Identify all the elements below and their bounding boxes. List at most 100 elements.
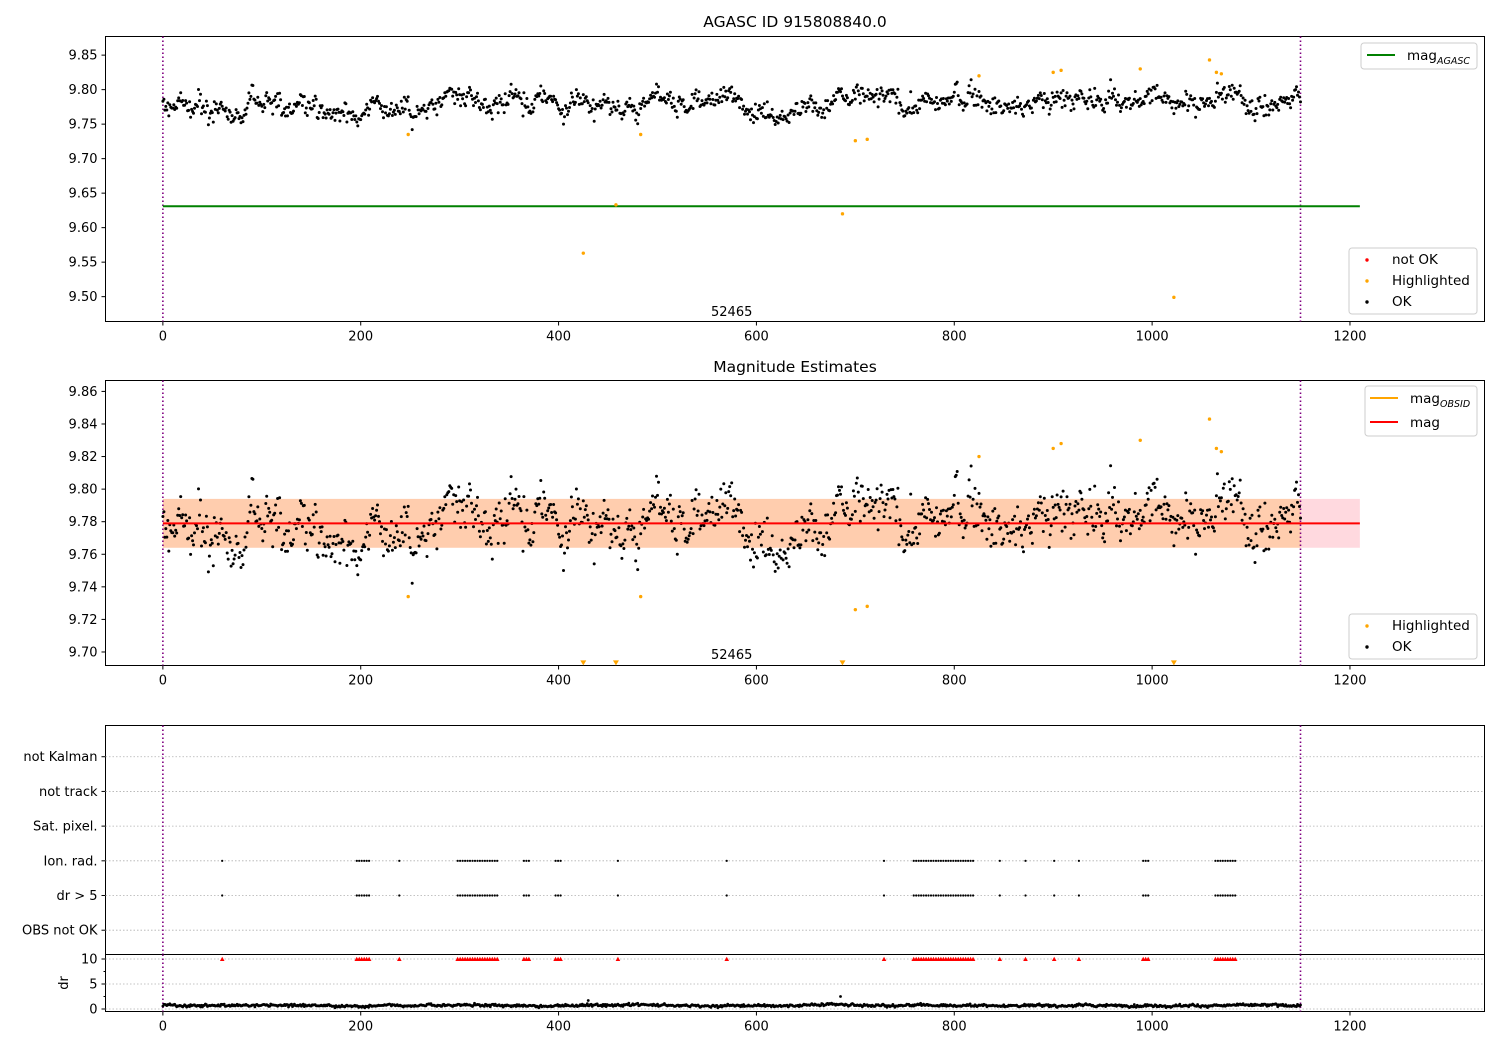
estimates-ok-point-892	[1043, 514, 1047, 517]
estimates-ok-point-906	[1057, 505, 1061, 509]
estimates-ok-point-1104	[1253, 561, 1257, 564]
estimates-ok-point-615	[769, 548, 773, 552]
agasc-ok-point-310	[468, 85, 471, 89]
agasc-ok-point-560	[715, 92, 719, 96]
agasc-ok-point-212	[371, 96, 375, 100]
estimates-ok-point-762	[915, 536, 919, 540]
estimates-ok-point-481	[637, 546, 641, 550]
estimates-ok-point-454	[610, 540, 614, 544]
estimates-ok-point-547	[702, 524, 706, 528]
agasc-ok-point-38	[199, 92, 202, 96]
flag-point-0-9-769	[922, 894, 925, 897]
estimates-ok-point-13	[174, 528, 178, 532]
agasc-ok-point-783	[936, 102, 939, 105]
agasc-ok-point-743	[896, 87, 900, 91]
agasc-legend-notok-label: not OK	[1392, 252, 1439, 268]
estimates-ok-point-540	[695, 513, 699, 517]
agasc-ytick-label-5: 9.75	[69, 118, 98, 133]
estimates-ok-point-699	[852, 494, 856, 498]
estimates-ok-point-155	[314, 510, 318, 514]
estimates-ok-point-866	[1018, 526, 1022, 530]
estimates-ok-point-234	[392, 536, 396, 540]
flag-point-0-3-323	[481, 894, 484, 897]
agasc-ok-point-682	[836, 90, 839, 94]
estimates-ok-point-272	[430, 511, 434, 515]
flag-point-0-4-365	[522, 894, 526, 897]
estimates-ok-point-1098	[1247, 543, 1251, 547]
estimates-ok-point-86	[246, 520, 250, 523]
estimates-ok-point-742	[895, 505, 899, 509]
estimates-ok-point-263	[421, 534, 425, 538]
estimates-ok-point-246	[404, 511, 408, 515]
agasc-ok-point-611	[765, 100, 769, 104]
estimates-ok-point-485	[641, 515, 645, 519]
estimates-ok-point-1090	[1239, 501, 1243, 505]
estimates-ok-point-945	[1096, 503, 1100, 507]
agasc-ok-point-104	[264, 94, 268, 98]
estimates-ok-point-123	[283, 532, 287, 536]
estimates-ok-point-890	[1041, 530, 1045, 533]
agasc-ok-point-152	[311, 99, 315, 102]
agasc-ok-point-406	[563, 115, 566, 119]
estimates-ok-point-743	[896, 486, 900, 490]
agasc-ok-point-410	[567, 109, 570, 113]
estimates-ok-point-6	[167, 549, 171, 553]
agasc-highlighted-point-8	[1051, 70, 1055, 75]
agasc-ok-point-942	[1093, 86, 1097, 90]
estimates-ok-point-565	[720, 515, 724, 519]
agasc-ok-point-645	[799, 111, 803, 115]
estimates-ok-point-1036	[1186, 536, 1190, 540]
flag-point-0-15-1069	[1219, 894, 1222, 897]
estimates-ok-point-496	[652, 503, 655, 507]
agasc-ok-point-728	[881, 93, 885, 97]
estimates-ok-point-475	[631, 538, 635, 542]
estimates-ok-point-872	[1024, 525, 1027, 529]
estimates-ok-point-413	[569, 495, 573, 499]
estimates-ok-point-847	[999, 526, 1003, 530]
agasc-ytick-label-7: 9.85	[69, 49, 98, 64]
estimates-plot-area	[105, 380, 1485, 666]
agasc-ok-point-317	[475, 95, 478, 99]
flag-point-0-3-338	[496, 894, 499, 897]
agasc-ok-point-524	[679, 102, 683, 106]
agasc-ok-point-81	[241, 120, 245, 124]
agasc-ok-point-752	[905, 111, 909, 115]
agasc-ok-point-314	[472, 104, 475, 108]
estimates-ok-point-27	[188, 516, 192, 520]
agasc-ok-point-464	[620, 117, 624, 121]
estimates-ok-point-1026	[1176, 514, 1180, 518]
estimates-ok-point-168	[327, 545, 331, 549]
agasc-ok-point-266	[424, 109, 428, 113]
dr-point-62	[222, 1002, 226, 1006]
estimates-ok-point-665	[819, 531, 823, 535]
agasc-ok-point-663	[817, 110, 821, 114]
agasc-ok-point-414	[570, 95, 574, 99]
agasc-ok-point-23	[184, 99, 188, 103]
agasc-ok-point-653	[807, 105, 811, 109]
agasc-ok-point-939	[1090, 100, 1094, 103]
agasc-ytick-label-3: 9.65	[69, 187, 98, 202]
estimates-highlighted-point-0	[406, 594, 410, 599]
flag-point-1-9-804	[957, 859, 960, 862]
agasc-ok-point-100	[260, 104, 264, 108]
agasc-ok-point-141	[300, 104, 304, 107]
estimates-ok-point-603	[757, 525, 761, 528]
estimates-ok-point-1135	[1284, 510, 1288, 514]
estimates-ok-point-217	[376, 503, 379, 507]
flag-point-1-5-402	[559, 859, 562, 862]
estimates-ok-point-913	[1064, 502, 1068, 506]
estimates-ok-point-597	[752, 565, 755, 569]
agasc-ok-point-460	[616, 99, 620, 103]
dr-capped-marker-8-729	[881, 956, 887, 961]
estimates-ok-point-87	[247, 495, 251, 499]
agasc-ok-point-569	[724, 89, 728, 93]
estimates-ok-point-20	[181, 513, 185, 517]
agasc-ok-point-539	[694, 88, 698, 92]
agasc-ok-point-1028	[1178, 102, 1182, 106]
agasc-ok-point-89	[249, 94, 253, 98]
agasc-ok-point-565	[720, 100, 724, 104]
agasc-ok-point-146	[305, 114, 309, 117]
estimates-xtick-label-0: 0	[159, 674, 167, 689]
flag-point-1-2-239	[398, 859, 401, 862]
estimates-ok-point-228	[386, 549, 390, 553]
